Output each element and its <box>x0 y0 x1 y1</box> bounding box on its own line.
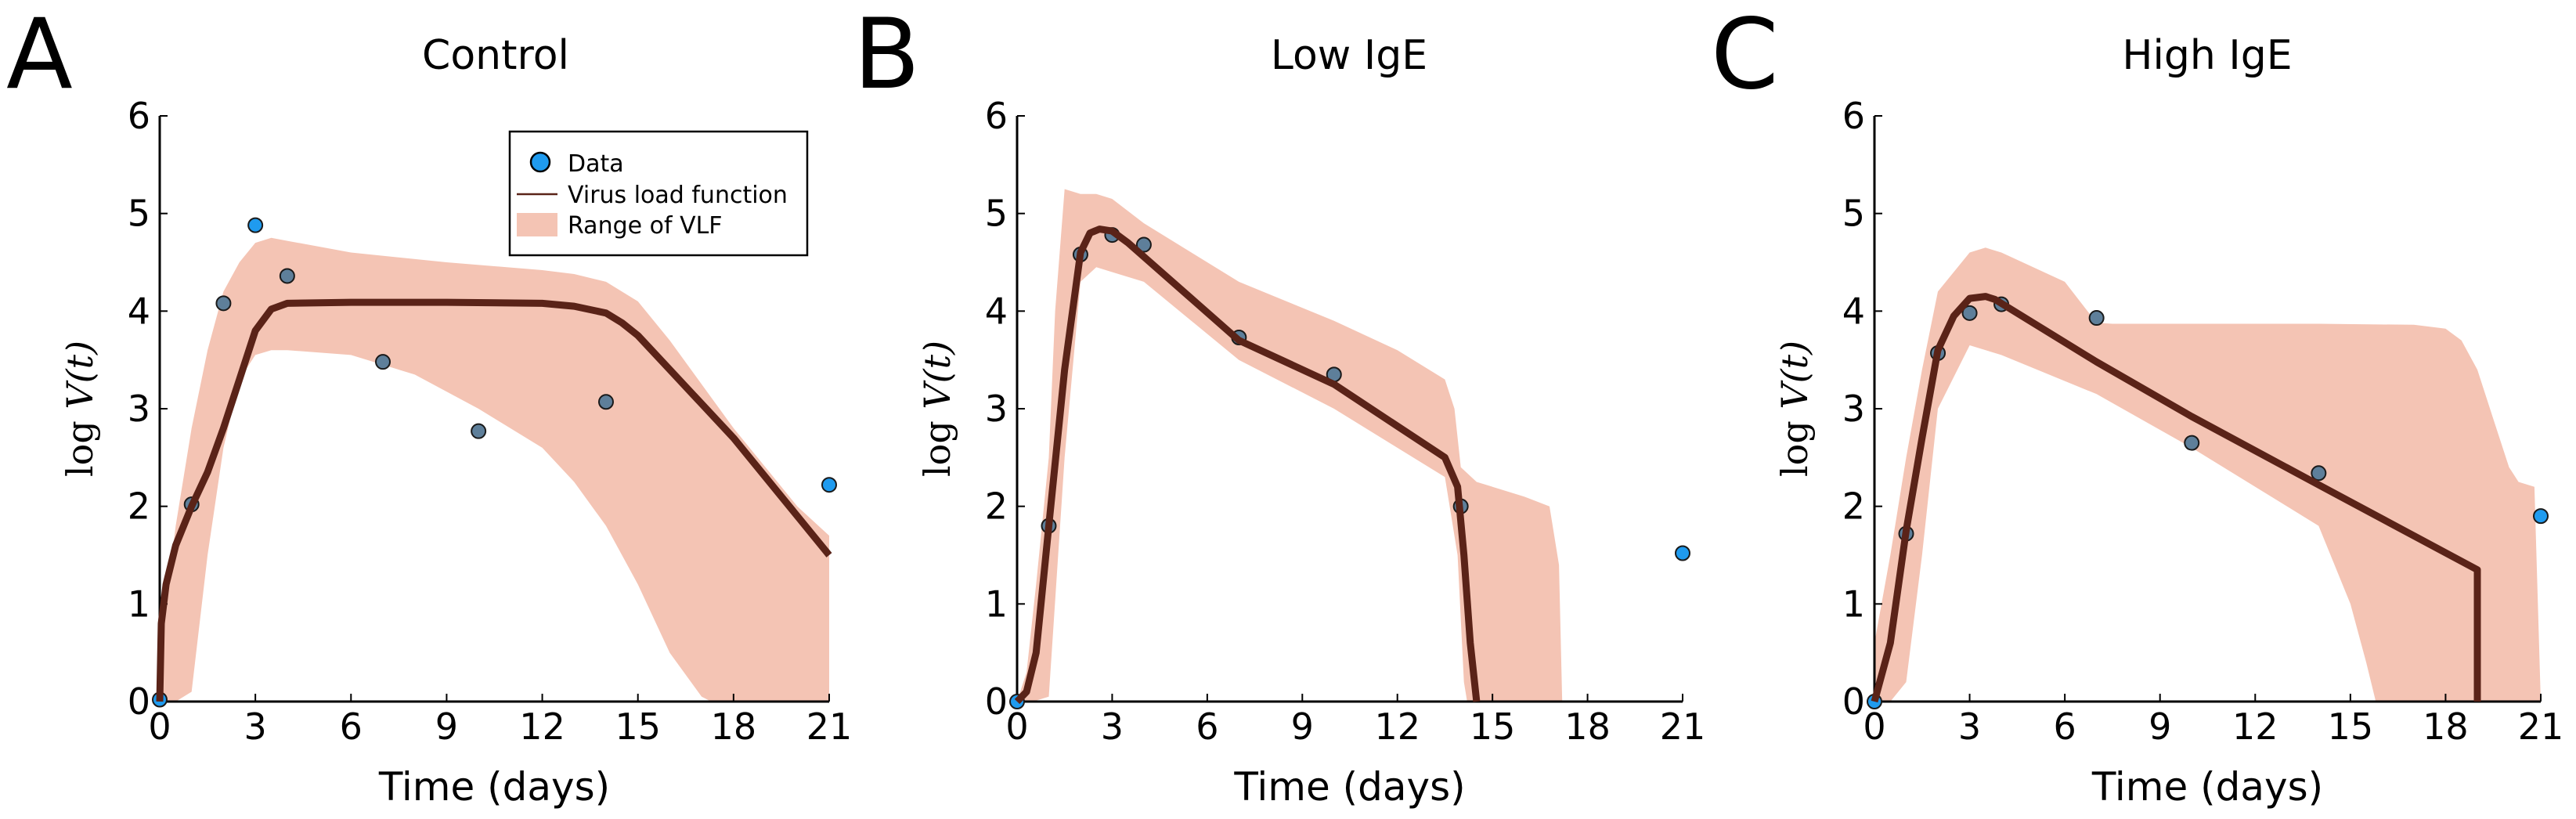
data-point-a <box>247 217 264 233</box>
x-tick-label-a: 18 <box>711 705 757 748</box>
x-tick-label-a: 21 <box>806 705 853 748</box>
y-tick-label-a: 5 <box>128 193 150 235</box>
y-tick-label-a: 2 <box>128 485 150 528</box>
x-tick-label-c: 18 <box>2423 705 2469 748</box>
x-tick-label-c: 9 <box>2148 705 2171 748</box>
y-tick-label-a: 1 <box>128 583 150 625</box>
x-tick-label-a: 0 <box>148 705 171 748</box>
x-tick-label-b: 21 <box>1660 705 1706 748</box>
y-tick-label-b: 2 <box>985 485 1008 528</box>
data-point-c <box>2184 435 2200 451</box>
legend-box <box>508 130 809 257</box>
x-tick-label-c: 12 <box>2232 705 2278 748</box>
data-point-a <box>375 354 391 370</box>
x-tick-label-a: 9 <box>435 705 458 748</box>
y-tick-label-a: 4 <box>128 290 150 332</box>
x-axis-label-b: Time (days) <box>1233 764 1465 810</box>
data-point-b <box>1135 236 1152 253</box>
vlf-line-a <box>156 298 832 702</box>
y-tick-label-c: 2 <box>1842 485 1865 528</box>
x-tick-label-c: 0 <box>1863 705 1885 748</box>
x-tick-label-b: 9 <box>1291 705 1314 748</box>
y-tick-label-a: 3 <box>128 388 150 430</box>
legend-range-swatch <box>517 213 557 236</box>
y-tick-label-b: 6 <box>985 95 1008 137</box>
data-point-b <box>1675 545 1690 561</box>
panel-letter-a: A <box>6 0 73 111</box>
range-band-b <box>1017 189 1683 702</box>
x-axis-label-c: Time (days) <box>2091 764 2323 810</box>
data-point-a <box>279 268 295 284</box>
y-tick-label-c: 5 <box>1842 193 1865 235</box>
y-tick-label-a: 0 <box>128 680 150 723</box>
y-tick-label-c: 6 <box>1842 95 1865 137</box>
x-tick-label-b: 3 <box>1101 705 1124 748</box>
data-point-a <box>471 423 487 439</box>
y-tick-label-c: 0 <box>1842 680 1865 723</box>
y-axis-label-b: log V(t) <box>916 341 958 477</box>
y-tick-label-c: 1 <box>1842 583 1865 625</box>
y-tick-label-a: 6 <box>128 95 150 137</box>
x-axis-label-a: Time (days) <box>378 764 610 810</box>
y-tick-label-b: 1 <box>985 583 1008 625</box>
legend-data-label: Data <box>568 150 624 178</box>
y-tick-label-b: 4 <box>985 290 1008 332</box>
x-tick-label-a: 3 <box>244 705 267 748</box>
x-tick-label-a: 12 <box>519 705 565 748</box>
y-tick-label-b: 3 <box>985 388 1008 430</box>
panel-title-c: High IgE <box>2122 32 2292 79</box>
y-axis-label-a: log V(t) <box>59 341 101 477</box>
vlf-line-c <box>1871 293 2481 703</box>
panel-letter-c: C <box>1711 0 1779 111</box>
x-tick-label-c: 21 <box>2518 705 2564 748</box>
legend-vlf-label: Virus load function <box>568 182 788 209</box>
x-tick-label-b: 6 <box>1196 705 1218 748</box>
range-band-a <box>160 237 829 702</box>
y-tick-label-b: 0 <box>985 680 1008 723</box>
legend-data-marker <box>529 151 551 173</box>
data-point-c <box>2311 465 2327 482</box>
x-tick-label-b: 15 <box>1470 705 1516 748</box>
data-point-a <box>821 477 837 493</box>
legend: Data Virus load function Range of VLF <box>508 130 809 257</box>
data-point-a <box>215 295 232 312</box>
y-tick-label-c: 3 <box>1842 388 1865 430</box>
x-tick-label-a: 6 <box>340 705 363 748</box>
data-point-a <box>598 394 614 410</box>
x-tick-label-b: 18 <box>1564 705 1611 748</box>
panel-title-b: Low IgE <box>1271 32 1427 79</box>
data-point-c <box>1961 305 1978 321</box>
panel-letter-b: B <box>853 0 920 111</box>
x-tick-label-b: 0 <box>1005 705 1028 748</box>
y-tick-label-c: 4 <box>1842 290 1865 332</box>
data-point-c <box>2533 508 2549 525</box>
y-tick-label-b: 5 <box>985 193 1008 235</box>
x-tick-label-a: 15 <box>615 705 661 748</box>
x-tick-label-c: 3 <box>1958 705 1981 748</box>
data-point-c <box>2088 310 2105 327</box>
x-tick-label-c: 6 <box>2054 705 2076 748</box>
x-tick-label-c: 15 <box>2328 705 2374 748</box>
panel-title-a: Control <box>422 32 569 79</box>
y-axis-label-c: log V(t) <box>1773 341 1816 477</box>
range-band-c <box>1874 247 2541 702</box>
vlf-line-b <box>1014 225 1481 705</box>
legend-range-label: Range of VLF <box>568 212 723 240</box>
x-tick-label-b: 12 <box>1374 705 1420 748</box>
